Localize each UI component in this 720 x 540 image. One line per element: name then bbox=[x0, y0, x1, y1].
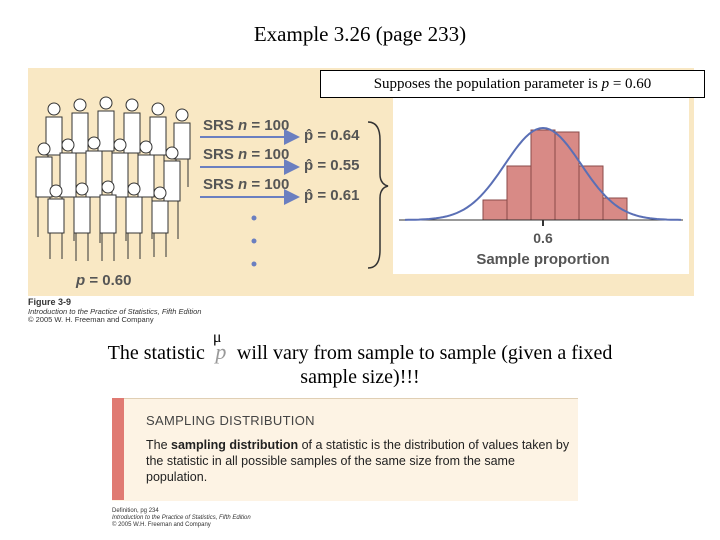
histogram-bar bbox=[578, 165, 604, 221]
continuation-dot bbox=[251, 261, 257, 267]
person-figure bbox=[123, 98, 141, 183]
statement-after: will vary from sample to sample (given a… bbox=[236, 342, 613, 364]
person-figure bbox=[73, 182, 91, 261]
callout-prefix: Supposes the population parameter is bbox=[373, 76, 602, 92]
statement-before: The statistic bbox=[107, 342, 205, 364]
sample-proportion-label-1: p̂ = 0.64 bbox=[304, 127, 360, 144]
histogram-bar bbox=[482, 199, 508, 221]
sampling-distribution-histogram: 0.6 Sample proportion bbox=[393, 96, 689, 274]
slide-title: Example 3.26 (page 233) bbox=[253, 22, 467, 46]
parameter-callout: Supposes the population parameter is p =… bbox=[320, 70, 705, 98]
definition-text: The sampling distribution of a statistic… bbox=[146, 438, 570, 484]
brace-icon bbox=[367, 121, 389, 269]
definition-heading: SAMPLING DISTRIBUTION bbox=[146, 413, 315, 428]
sample-proportion-label-2: p̂ = 0.55 bbox=[304, 157, 360, 174]
person-figure bbox=[137, 140, 155, 239]
population-crowd-illustration bbox=[35, 96, 191, 261]
histogram-bar bbox=[530, 129, 556, 221]
person-figure bbox=[59, 138, 77, 241]
continuation-dot bbox=[251, 238, 257, 244]
sampling-arrows-diagram bbox=[200, 121, 389, 269]
person-figure bbox=[99, 180, 117, 261]
figure-caption: Figure 3-9 Introduction to the Practice … bbox=[28, 297, 202, 324]
normal-curve bbox=[404, 126, 682, 221]
statement-line2: sample size)!!! bbox=[300, 366, 420, 388]
continuation-dot bbox=[251, 215, 257, 221]
population-parameter-label: p = 0.60 bbox=[76, 272, 132, 289]
person-figure bbox=[151, 186, 169, 257]
x-axis-label: Sample proportion bbox=[476, 251, 609, 268]
histogram-bar bbox=[554, 131, 580, 221]
definition-box bbox=[112, 398, 578, 501]
histogram-bar bbox=[506, 165, 532, 221]
definition-accent-bar bbox=[112, 398, 124, 500]
sample-proportion-label-3: p̂ = 0.61 bbox=[304, 187, 360, 204]
callout-suffix: = 0.60 bbox=[609, 76, 652, 92]
definition-source: Definition, pg 234 Introduction to the P… bbox=[112, 508, 251, 528]
sample-size-label-1: SRS n = 100 bbox=[203, 117, 290, 134]
sample-size-label-3: SRS n = 100 bbox=[203, 176, 290, 193]
person-figure bbox=[47, 184, 65, 259]
callout-variable: p bbox=[601, 76, 610, 92]
person-figure bbox=[125, 182, 143, 259]
x-axis-tick-label: 0.6 bbox=[533, 230, 553, 246]
sample-size-label-2: SRS n = 100 bbox=[203, 146, 290, 163]
person-figure bbox=[163, 146, 181, 239]
